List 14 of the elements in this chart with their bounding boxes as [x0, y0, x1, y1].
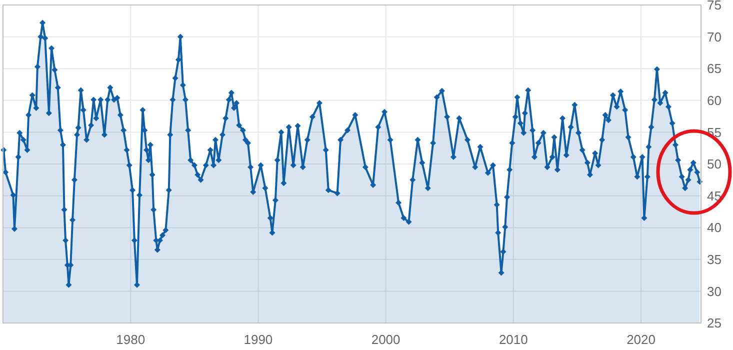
x-tick-label: 2020 [626, 332, 656, 347]
y-tick-label: 30 [707, 284, 722, 299]
y-tick-label: 40 [707, 220, 722, 236]
y-tick-label: 60 [707, 92, 722, 108]
y-tick-label: 25 [707, 316, 722, 331]
x-tick-label: 1990 [244, 332, 273, 347]
y-tick-label: 65 [707, 61, 722, 76]
x-tick-label: 1980 [116, 332, 146, 347]
y-tick-label: 70 [707, 29, 722, 44]
x-tick-label: 2010 [498, 332, 528, 347]
y-tick-label: 75 [707, 0, 722, 13]
y-tick-label: 50 [707, 156, 722, 172]
x-tick-label: 2000 [371, 332, 400, 347]
y-tick-label: 35 [707, 252, 722, 267]
